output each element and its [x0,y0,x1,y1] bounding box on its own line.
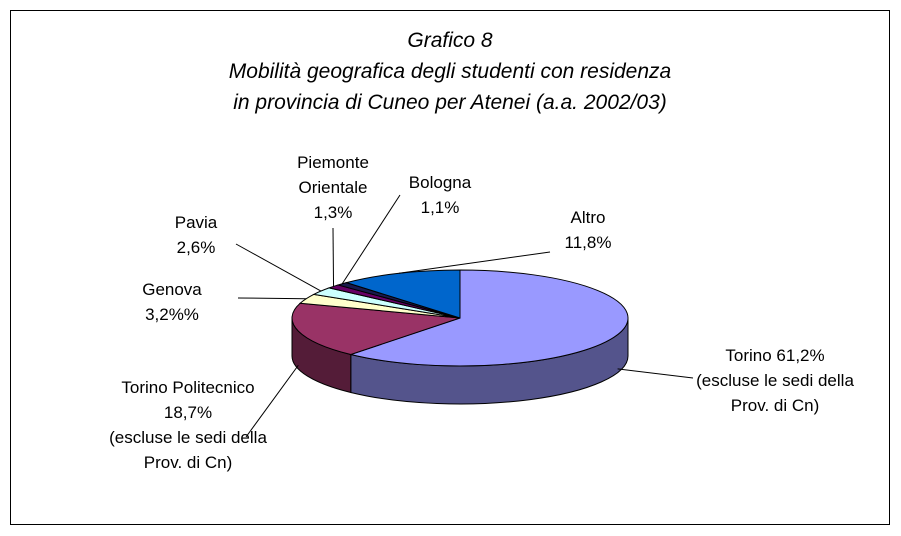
category-label: Altro [570,208,606,227]
leader-line [332,227,335,287]
data-label: Piemonte Orientale 1,3% [283,150,383,225]
data-label: Altro 11,8% [548,205,628,255]
chart-frame [10,10,890,525]
data-label: Genova 3,2%% [127,277,217,327]
value-label: 2,6% [176,238,216,257]
value-label: 1,3% [313,203,353,222]
chart-title: in provincia di Cuneo per Atenei (a.a. 2… [233,91,667,114]
data-label: Pavia 2,6% [156,210,236,260]
leader-line [399,251,551,274]
value-label: 1,1% [420,198,460,217]
value-label: 11,8% [564,233,612,252]
category-label: Torino Politecnico [121,378,255,397]
note-label: (escluse le sedi della Prov. di Cn) [696,371,854,415]
category-label: Genova [142,280,202,299]
data-label: Torino 61,2% (escluse le sedi della Prov.… [688,343,863,418]
value-label: 3,2%% [145,305,199,324]
chart-title: Mobilità geografica degli studenti con r… [229,60,671,83]
note-label: (escluse le sedi della Prov. di Cn) [109,428,267,472]
leader-line [617,368,694,379]
category-label: Torino [725,346,772,365]
chart-title: Grafico 8 [407,29,493,52]
slice [291,302,461,355]
slice [348,269,629,367]
leader-line [245,364,299,438]
data-label: Bologna 1,1% [395,170,485,220]
leader-line [235,243,322,292]
category-label: Pavia [174,213,218,232]
category-label: Bologna [408,173,472,192]
value-label: 18,7% [163,403,213,422]
leader-line [341,194,401,285]
value-label: 61,2% [776,346,825,365]
leader-line [237,297,307,300]
data-label: Torino Politecnico 18,7% (escluse le sedi … [103,375,273,475]
category-label: Piemonte Orientale [297,153,369,197]
